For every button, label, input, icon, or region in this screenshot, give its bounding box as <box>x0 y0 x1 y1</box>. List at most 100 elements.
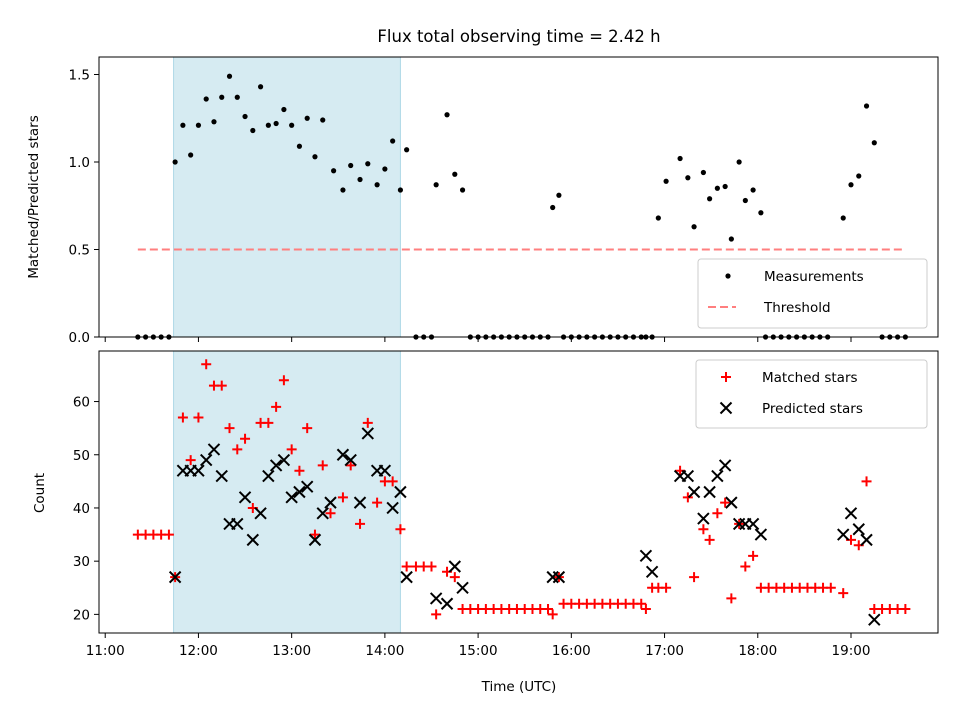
data-point <box>395 524 406 535</box>
series-predicted-stars <box>168 427 881 626</box>
legend: Matched stars Predicted stars <box>695 359 928 429</box>
data-point <box>193 412 204 423</box>
legend: Measurements Threshold <box>697 258 928 329</box>
data-point <box>277 453 291 467</box>
data-point <box>357 176 363 183</box>
y-tick-label: 40 <box>73 501 90 517</box>
data-point <box>273 120 279 127</box>
data-point <box>269 459 283 472</box>
data-point <box>459 187 466 193</box>
legend-label: Threshold <box>763 300 831 316</box>
data-point <box>736 159 742 165</box>
legend-label: Matched stars <box>762 370 858 386</box>
y-tick-label: 60 <box>73 395 90 411</box>
data-point <box>348 162 354 169</box>
legend-label: Predicted stars <box>762 401 863 417</box>
x-tick-label: 17:00 <box>645 643 684 659</box>
data-point <box>312 154 318 160</box>
data-point <box>714 185 720 191</box>
data-point <box>697 512 710 525</box>
data-point <box>211 119 217 125</box>
data-point <box>740 561 751 572</box>
legend-box <box>697 258 928 329</box>
bottom-y-axis-label: Count <box>32 473 48 513</box>
data-point <box>682 492 693 503</box>
data-point <box>345 460 356 471</box>
data-point <box>720 497 731 508</box>
y-tick-label: 1.5 <box>69 68 90 84</box>
data-point <box>188 152 194 158</box>
data-point <box>195 122 202 128</box>
data-point <box>372 497 383 508</box>
data-point <box>374 182 380 188</box>
data-point <box>203 96 209 102</box>
data-point <box>320 117 326 123</box>
data-point <box>382 166 388 172</box>
data-point <box>704 534 715 545</box>
y-tick-label: 0.5 <box>69 243 90 259</box>
legend-swatch <box>725 273 731 279</box>
data-point <box>355 518 366 529</box>
data-point <box>397 187 404 193</box>
data-point <box>711 469 724 483</box>
data-point <box>837 528 850 541</box>
data-point <box>848 182 854 188</box>
data-point <box>242 113 248 120</box>
y-tick-label: 1.0 <box>69 155 90 171</box>
data-point <box>296 143 303 149</box>
data-point <box>868 613 881 626</box>
data-point <box>426 561 437 572</box>
data-point <box>289 122 295 128</box>
data-point <box>201 359 212 370</box>
observing-window-span <box>173 56 401 338</box>
data-point <box>361 427 374 440</box>
x-tick-label: 19:00 <box>832 643 871 659</box>
data-point <box>863 103 870 109</box>
axes-frame <box>98 350 939 634</box>
y-tick-label: 20 <box>73 607 90 623</box>
data-point <box>185 455 196 466</box>
data-point <box>661 582 672 593</box>
top-panel: 0.0 0.5 1.0 1.5 Measurements Threshold <box>69 56 939 346</box>
data-point <box>452 171 458 177</box>
data-point <box>378 464 392 477</box>
data-point <box>216 380 227 391</box>
data-point <box>687 485 701 499</box>
data-point <box>742 197 748 204</box>
data-point <box>840 215 846 221</box>
data-point <box>246 533 260 547</box>
y-tick-label: 50 <box>73 448 90 464</box>
data-point <box>685 175 691 181</box>
data-point <box>192 464 205 477</box>
data-point <box>177 412 188 423</box>
data-point <box>263 417 274 428</box>
data-point <box>691 224 697 230</box>
data-point <box>856 173 862 179</box>
data-point <box>394 485 407 499</box>
data-point <box>240 433 251 444</box>
data-point <box>168 570 182 584</box>
data-point <box>400 570 413 584</box>
axes-frame <box>98 56 939 338</box>
bottom-panel: 20 30 40 50 60 11:00 12:00 13:00 14:00 15:00 16:00… <box>73 350 939 659</box>
data-point <box>278 375 289 386</box>
x-axis-label: Time (UTC) <box>481 679 557 695</box>
data-point <box>386 501 399 515</box>
data-point <box>838 588 849 599</box>
data-point <box>344 453 357 467</box>
data-point <box>308 533 322 547</box>
data-point <box>257 84 264 90</box>
x-tick-label: 11:00 <box>86 643 125 659</box>
data-point <box>180 122 186 128</box>
data-point <box>238 491 252 504</box>
x-tick-label: 13:00 <box>272 643 311 659</box>
data-point <box>655 215 661 221</box>
data-point <box>852 523 865 536</box>
chart-title: Flux total observing time = 2.42 h <box>377 27 660 46</box>
data-point <box>390 138 396 144</box>
data-point <box>429 592 443 605</box>
data-point <box>250 127 256 134</box>
data-point <box>215 469 228 483</box>
data-point <box>681 469 695 483</box>
